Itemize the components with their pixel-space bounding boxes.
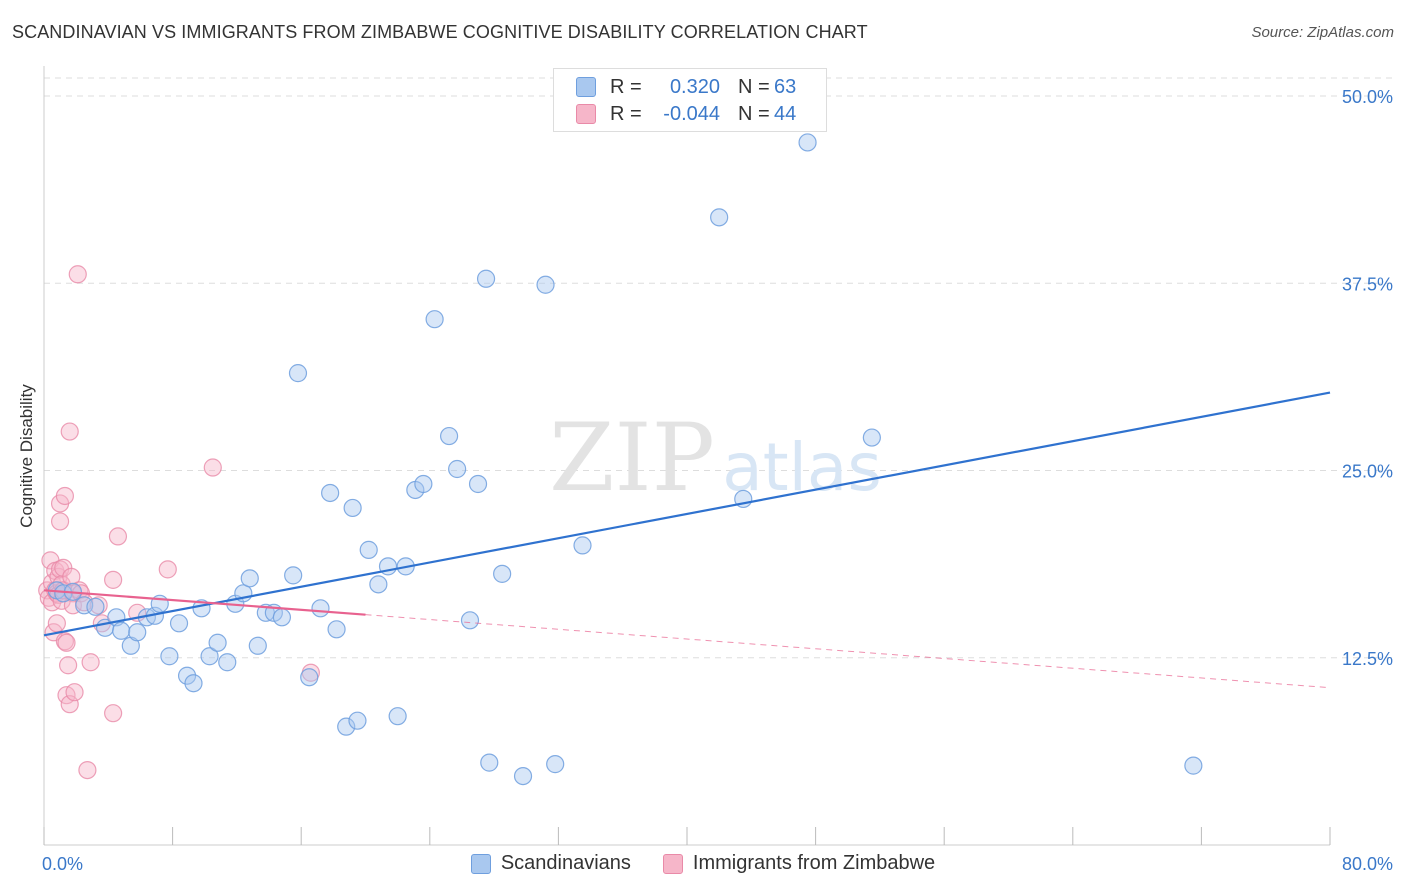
zimbabwe-point (60, 422, 79, 441)
r-value: -0.044 (663, 102, 720, 125)
legend-row-zimbabwe: R = -0.044 N = 44 (576, 101, 796, 127)
watermark-zip: ZIP (549, 404, 715, 513)
zimbabwe-point (59, 656, 78, 675)
zimbabwe-point (78, 760, 97, 780)
scandinavian-point (200, 647, 219, 666)
zimbabwe-point (55, 486, 74, 506)
r-value: 0.320 (669, 75, 720, 98)
stats-legend: R = 0.320 N = 63 R = -0.044 N = 44 (553, 68, 827, 132)
scandinavian-point (218, 653, 237, 672)
axis-layer (43, 66, 1331, 846)
n-label: N = (738, 75, 770, 98)
y-tick-label: 37.5% (1342, 274, 1393, 294)
legend-label-zimbabwe: Immigrants from Zimbabwe (692, 852, 936, 874)
zimbabwe-trend-extension (365, 614, 1331, 689)
n-value: 44 (774, 102, 797, 125)
chart-title: SCANDINAVIAN VS IMMIGRANTS FROM ZIMBABWE… (12, 22, 868, 42)
n-label: N = (738, 102, 770, 125)
scandinavian-point (414, 474, 433, 494)
scandinavian-point (439, 426, 459, 446)
zimbabwe-point (108, 527, 128, 546)
zimbabwe-point (203, 458, 222, 477)
scandinavian-point (248, 636, 267, 655)
watermark: ZIP atlas (549, 404, 882, 513)
legend-item-zimbabwe[interactable]: Immigrants from Zimbabwe (662, 852, 936, 875)
legend-label-scandinavians: Scandinavians (500, 852, 631, 874)
scandinavian-point (327, 620, 346, 639)
scandinavian-point (476, 269, 496, 288)
scandinavian-point (208, 633, 227, 652)
scandinavian-point (359, 540, 378, 559)
zimbabwe-point (65, 683, 84, 702)
legend-item-scandinavians[interactable]: Scandinavians (470, 852, 631, 875)
series-legend: Scandinavians Immigrants from Zimbabwe (0, 852, 1406, 875)
scandinavian-point (369, 575, 388, 594)
zimbabwe-point (60, 695, 79, 714)
scandinavian-point (425, 310, 444, 329)
scandinavian-point (448, 459, 467, 479)
scandinavian-point (288, 364, 308, 383)
scandinavian-point (388, 707, 407, 726)
legend-row-scandinavians: R = 0.320 N = 63 (576, 74, 796, 100)
zimbabwe-trend-line (43, 589, 366, 616)
x-tick-label: 0.0% (42, 854, 83, 874)
scandinavian-trend-line (43, 391, 1331, 637)
zimbabwe-point (104, 704, 123, 723)
scandinavian-point (468, 474, 488, 494)
scandinavian-point (573, 536, 592, 555)
scandinavian-point (862, 428, 881, 447)
scandinavian-point (343, 498, 362, 518)
zimbabwe-points (38, 265, 320, 780)
blue-swatch-icon (470, 853, 491, 874)
trend-lines (43, 391, 1331, 689)
scandinavian-point (311, 599, 330, 618)
scandinavian-point (86, 597, 105, 616)
zimbabwe-point (68, 265, 87, 284)
scandinavian-point (300, 668, 319, 687)
zimbabwe-point (57, 633, 76, 652)
tick-labels: 12.5% 25.0% 37.5% 50.0% 0.0% 80.0% (42, 87, 1393, 874)
y-tick-label: 12.5% (1342, 649, 1393, 669)
scandinavian-point (240, 569, 259, 588)
n-value: 63 (774, 75, 797, 98)
scandinavian-point (177, 666, 197, 685)
scandinavian-point (348, 711, 367, 730)
y-tick-label: 50.0% (1342, 87, 1393, 107)
source-credit: Source: ZipAtlas.com (1251, 24, 1394, 41)
zimbabwe-point (158, 560, 177, 579)
pink-swatch-icon (662, 853, 683, 874)
scandinavian-point (460, 611, 480, 630)
scandinavian-point (321, 483, 340, 503)
pink-swatch-icon (576, 104, 596, 124)
x-tick-label: 80.0% (1342, 854, 1393, 874)
y-tick-label: 25.0% (1342, 462, 1393, 482)
scandinavian-point (112, 621, 131, 640)
scandinavian-point (128, 623, 147, 642)
r-label: R = (610, 75, 642, 98)
scandinavian-point (480, 753, 499, 772)
blue-swatch-icon (576, 77, 596, 97)
scandinavian-point (284, 566, 303, 585)
scandinavian-point (1184, 756, 1203, 775)
scandinavian-point (513, 766, 533, 786)
scandinavian-point (546, 755, 565, 774)
r-label: R = (610, 102, 642, 125)
scandinavian-point (184, 674, 203, 693)
scandinavian-point (798, 133, 817, 152)
scandinavian-point (160, 647, 179, 666)
zimbabwe-point (81, 653, 100, 672)
scandinavian-point (710, 208, 729, 227)
scandinavian-point (536, 275, 555, 294)
zimbabwe-point (47, 614, 66, 633)
scandinavian-point (337, 717, 356, 736)
zimbabwe-point (50, 512, 70, 531)
scandinavian-point (169, 614, 189, 633)
y-axis-label: Cognitive Disability (17, 384, 36, 528)
scandinavian-point (272, 608, 292, 627)
scandinavian-point (493, 564, 512, 583)
zimbabwe-point (104, 570, 123, 589)
